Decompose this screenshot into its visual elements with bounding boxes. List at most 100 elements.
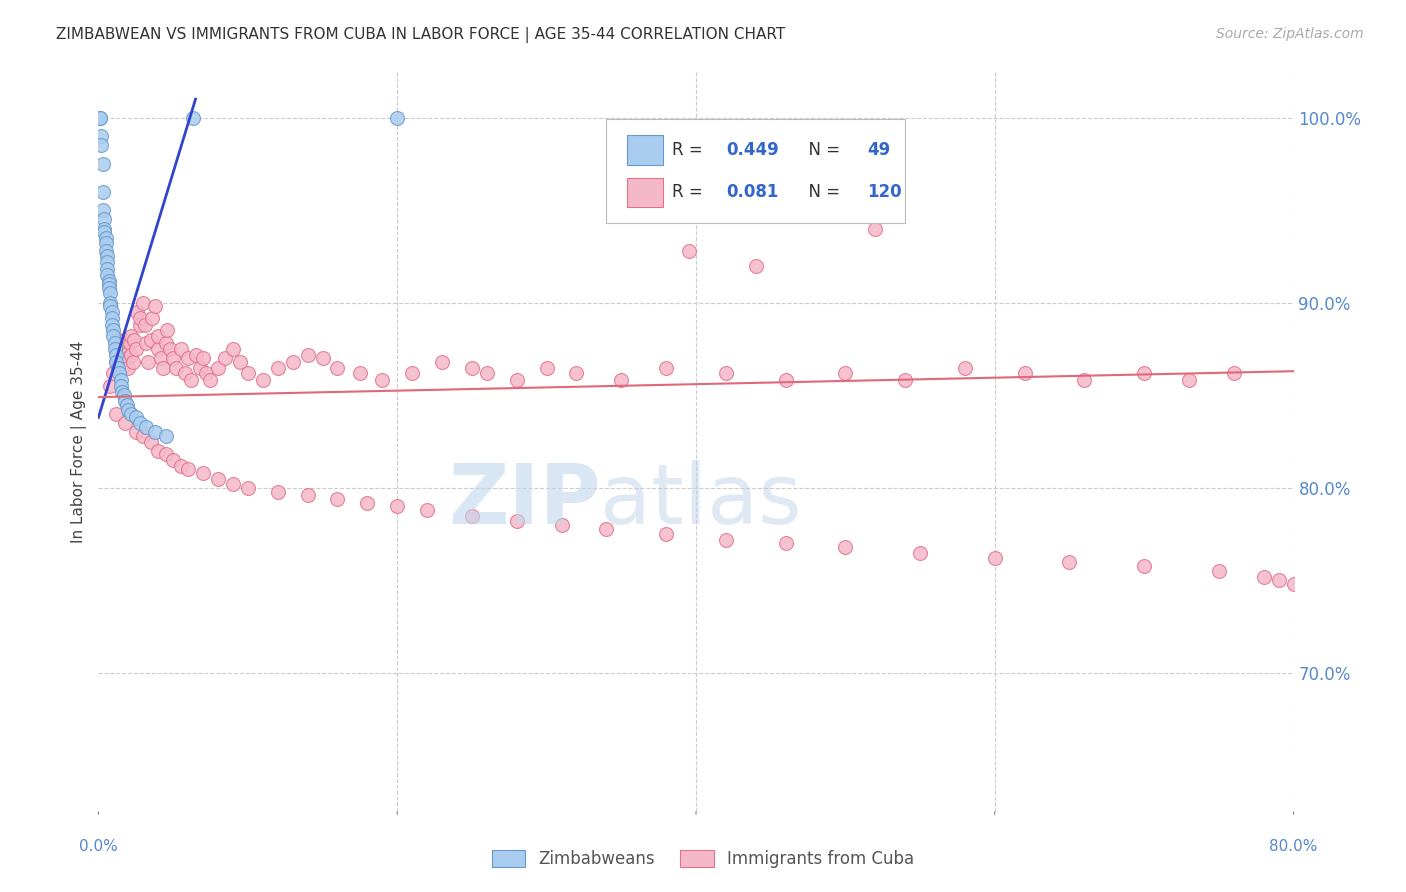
Point — [156, 323, 179, 337]
Point — [96, 249, 118, 263]
Point — [112, 388, 135, 402]
Point — [114, 416, 136, 430]
Point — [804, 194, 827, 208]
Point — [97, 277, 120, 292]
Point — [148, 443, 170, 458]
Point — [148, 329, 170, 343]
Point — [96, 255, 118, 269]
Point — [129, 416, 152, 430]
Point — [97, 273, 120, 287]
Point — [714, 366, 737, 380]
Point — [1282, 577, 1305, 591]
Point — [565, 366, 588, 380]
Point — [139, 333, 162, 347]
Point — [89, 111, 111, 125]
Point — [117, 351, 139, 366]
Point — [162, 453, 184, 467]
Point — [1073, 374, 1095, 388]
Point — [132, 295, 155, 310]
Point — [401, 366, 423, 380]
Point — [114, 333, 136, 347]
Point — [169, 458, 191, 473]
Point — [550, 517, 572, 532]
Point — [97, 281, 120, 295]
Point — [129, 318, 152, 332]
Point — [91, 203, 114, 218]
Point — [117, 360, 139, 375]
Point — [356, 495, 378, 509]
Point — [132, 429, 155, 443]
Point — [326, 360, 349, 375]
Text: 0.081: 0.081 — [725, 184, 779, 202]
Point — [125, 342, 148, 356]
Point — [236, 366, 259, 380]
Point — [595, 522, 617, 536]
Point — [165, 360, 187, 375]
Point — [159, 342, 181, 356]
Point — [120, 347, 142, 361]
Point — [125, 425, 148, 440]
Point — [834, 366, 856, 380]
Point — [745, 259, 768, 273]
Point — [105, 355, 128, 369]
Point — [89, 111, 111, 125]
Point — [129, 310, 152, 325]
Point — [385, 500, 409, 514]
Point — [1223, 366, 1246, 380]
Point — [1133, 558, 1156, 573]
Point — [506, 374, 529, 388]
Point — [430, 355, 453, 369]
Point — [115, 397, 138, 411]
Point — [98, 295, 122, 310]
Point — [110, 374, 132, 388]
Point — [169, 342, 191, 356]
Point — [222, 477, 245, 491]
Point — [326, 491, 349, 506]
Point — [349, 366, 371, 380]
Point — [107, 342, 129, 356]
Point — [461, 360, 484, 375]
Legend: Zimbabweans, Immigrants from Cuba: Zimbabweans, Immigrants from Cuba — [485, 843, 921, 875]
Point — [90, 129, 112, 144]
Text: ZIMBABWEAN VS IMMIGRANTS FROM CUBA IN LABOR FORCE | AGE 35-44 CORRELATION CHART: ZIMBABWEAN VS IMMIGRANTS FROM CUBA IN LA… — [56, 27, 786, 43]
Point — [188, 360, 211, 375]
Point — [118, 336, 141, 351]
Point — [94, 236, 117, 251]
Point — [162, 351, 184, 366]
Point — [207, 471, 229, 485]
Point — [134, 318, 156, 332]
Point — [236, 481, 259, 495]
Point — [371, 374, 394, 388]
Point — [385, 111, 409, 125]
Point — [281, 355, 304, 369]
Point — [1208, 564, 1230, 578]
Text: R =: R = — [672, 184, 709, 202]
Point — [120, 407, 142, 421]
Point — [110, 379, 132, 393]
Point — [416, 503, 439, 517]
Point — [108, 333, 131, 347]
Point — [252, 374, 274, 388]
Point — [94, 244, 117, 258]
Point — [475, 366, 498, 380]
Point — [207, 360, 229, 375]
Point — [98, 300, 122, 314]
Bar — [627, 136, 662, 165]
Text: R =: R = — [672, 141, 709, 159]
Point — [105, 355, 128, 369]
Point — [1178, 374, 1201, 388]
Point — [195, 366, 218, 380]
Point — [984, 551, 1007, 566]
Point — [214, 351, 236, 366]
Point — [297, 488, 319, 502]
Text: 0.449: 0.449 — [725, 141, 779, 159]
Point — [101, 305, 124, 319]
Point — [155, 429, 177, 443]
Point — [112, 342, 135, 356]
Point — [139, 434, 162, 449]
Point — [174, 366, 197, 380]
Point — [894, 374, 917, 388]
Point — [136, 355, 159, 369]
Point — [90, 138, 112, 153]
Point — [98, 286, 122, 301]
